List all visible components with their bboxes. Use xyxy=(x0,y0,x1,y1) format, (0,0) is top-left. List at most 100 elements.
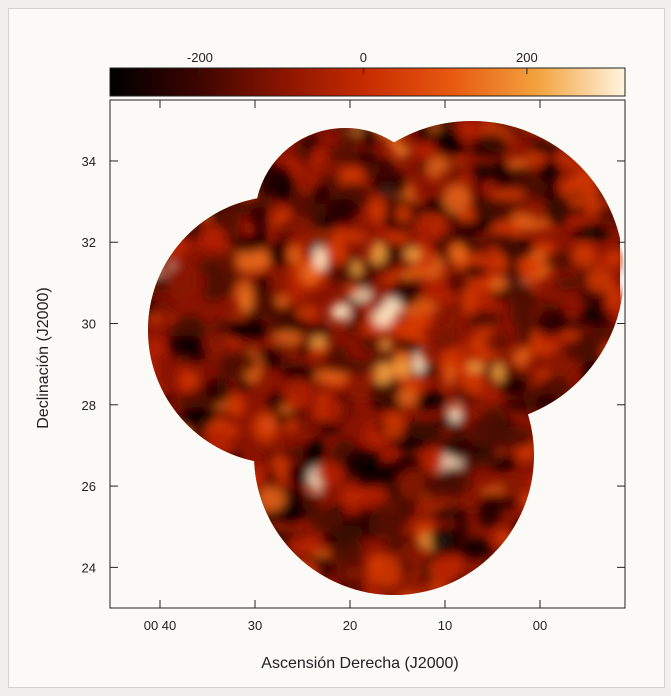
intensity-blob xyxy=(494,121,515,127)
intensity-blob xyxy=(528,543,543,576)
intensity-blob xyxy=(382,410,405,440)
intensity-blob xyxy=(291,561,319,586)
intensity-blob xyxy=(226,147,260,168)
intensity-blob xyxy=(537,160,561,183)
y-tick-label: 32 xyxy=(82,235,96,250)
intensity-blob xyxy=(547,121,562,122)
intensity-blob xyxy=(561,329,580,341)
intensity-blob xyxy=(408,422,434,440)
intensity-blob xyxy=(186,552,225,576)
intensity-blob xyxy=(413,390,447,415)
intensity-blob xyxy=(222,467,255,493)
intensity-blob xyxy=(502,399,529,411)
intensity-blob xyxy=(178,162,202,196)
intensity-blob xyxy=(196,564,223,595)
intensity-blob xyxy=(584,470,624,498)
intensity-blob xyxy=(562,397,596,423)
intensity-blob xyxy=(172,206,193,225)
intensity-blob xyxy=(531,575,553,595)
intensity-blob xyxy=(593,126,624,140)
intensity-blob xyxy=(445,306,460,328)
intensity-blob xyxy=(160,568,199,587)
intensity-blob xyxy=(582,126,609,157)
intensity-blob xyxy=(457,537,493,562)
intensity-blob xyxy=(148,412,174,442)
intensity-blob xyxy=(243,587,278,595)
intensity-blob xyxy=(279,125,303,139)
intensity-blob xyxy=(332,539,364,562)
intensity-blob xyxy=(258,301,298,324)
intensity-blob xyxy=(148,538,163,563)
intensity-blob xyxy=(287,272,305,306)
intensity-blob xyxy=(186,563,213,589)
intensity-blob xyxy=(344,324,358,336)
intensity-blob xyxy=(285,378,312,410)
intensity-blob xyxy=(596,373,624,399)
intensity-blob xyxy=(469,567,507,595)
intensity-blob xyxy=(493,159,510,187)
intensity-blob xyxy=(433,126,460,154)
intensity-blob xyxy=(153,582,172,595)
intensity-blob xyxy=(547,121,586,126)
intensity-blob xyxy=(446,428,469,461)
intensity-blob xyxy=(397,387,418,408)
intensity-blob xyxy=(383,237,402,265)
intensity-blob xyxy=(148,403,157,429)
bright-knot xyxy=(347,286,361,295)
intensity-blob xyxy=(557,145,587,168)
intensity-blob xyxy=(421,323,460,344)
intensity-blob xyxy=(459,365,486,395)
intensity-blob xyxy=(149,470,178,499)
intensity-blob xyxy=(575,449,602,470)
intensity-blob xyxy=(518,492,538,509)
intensity-blob xyxy=(550,453,567,480)
bright-knot xyxy=(489,276,507,292)
intensity-blob xyxy=(148,429,186,456)
intensity-blob xyxy=(215,151,250,169)
sky-map xyxy=(148,121,624,595)
intensity-blob xyxy=(543,193,571,227)
intensity-blob xyxy=(152,459,165,471)
intensity-blob xyxy=(174,121,193,132)
intensity-blob xyxy=(501,265,524,296)
bright-knot xyxy=(491,363,505,383)
bright-knot xyxy=(330,303,351,321)
intensity-blob xyxy=(518,564,536,589)
intensity-blob xyxy=(318,159,348,177)
intensity-blob xyxy=(468,309,501,329)
intensity-blob xyxy=(433,121,462,128)
intensity-blob xyxy=(572,545,609,565)
intensity-blob xyxy=(398,467,426,501)
intensity-blob xyxy=(456,559,489,590)
intensity-blob xyxy=(168,581,197,595)
intensity-blob xyxy=(297,172,314,189)
y-tick-label: 26 xyxy=(82,479,96,494)
intensity-blob xyxy=(314,584,334,595)
intensity-blob xyxy=(493,474,529,490)
intensity-blob xyxy=(205,502,231,520)
intensity-blob xyxy=(203,334,229,356)
intensity-blob xyxy=(583,476,604,510)
intensity-blob xyxy=(577,568,608,588)
intensity-blob xyxy=(490,189,528,201)
intensity-blob xyxy=(600,581,624,595)
intensity-blob xyxy=(553,517,593,544)
intensity-blob xyxy=(543,443,562,468)
y-tick-label: 24 xyxy=(82,560,96,575)
intensity-blob xyxy=(190,131,207,154)
intensity-blob xyxy=(168,549,188,580)
colorbar-ticks: -200 0 200 xyxy=(187,50,538,74)
intensity-blob xyxy=(508,165,533,184)
intensity-blob xyxy=(515,121,554,129)
intensity-blob xyxy=(148,338,171,357)
intensity-blob xyxy=(259,136,273,171)
intensity-blob xyxy=(562,546,584,578)
intensity-blob xyxy=(479,559,515,586)
intensity-blob xyxy=(241,559,264,593)
intensity-blob xyxy=(169,432,182,451)
intensity-blob xyxy=(249,536,275,557)
intensity-blob xyxy=(303,441,321,469)
intensity-blob xyxy=(181,212,201,242)
intensity-blob xyxy=(528,138,564,155)
